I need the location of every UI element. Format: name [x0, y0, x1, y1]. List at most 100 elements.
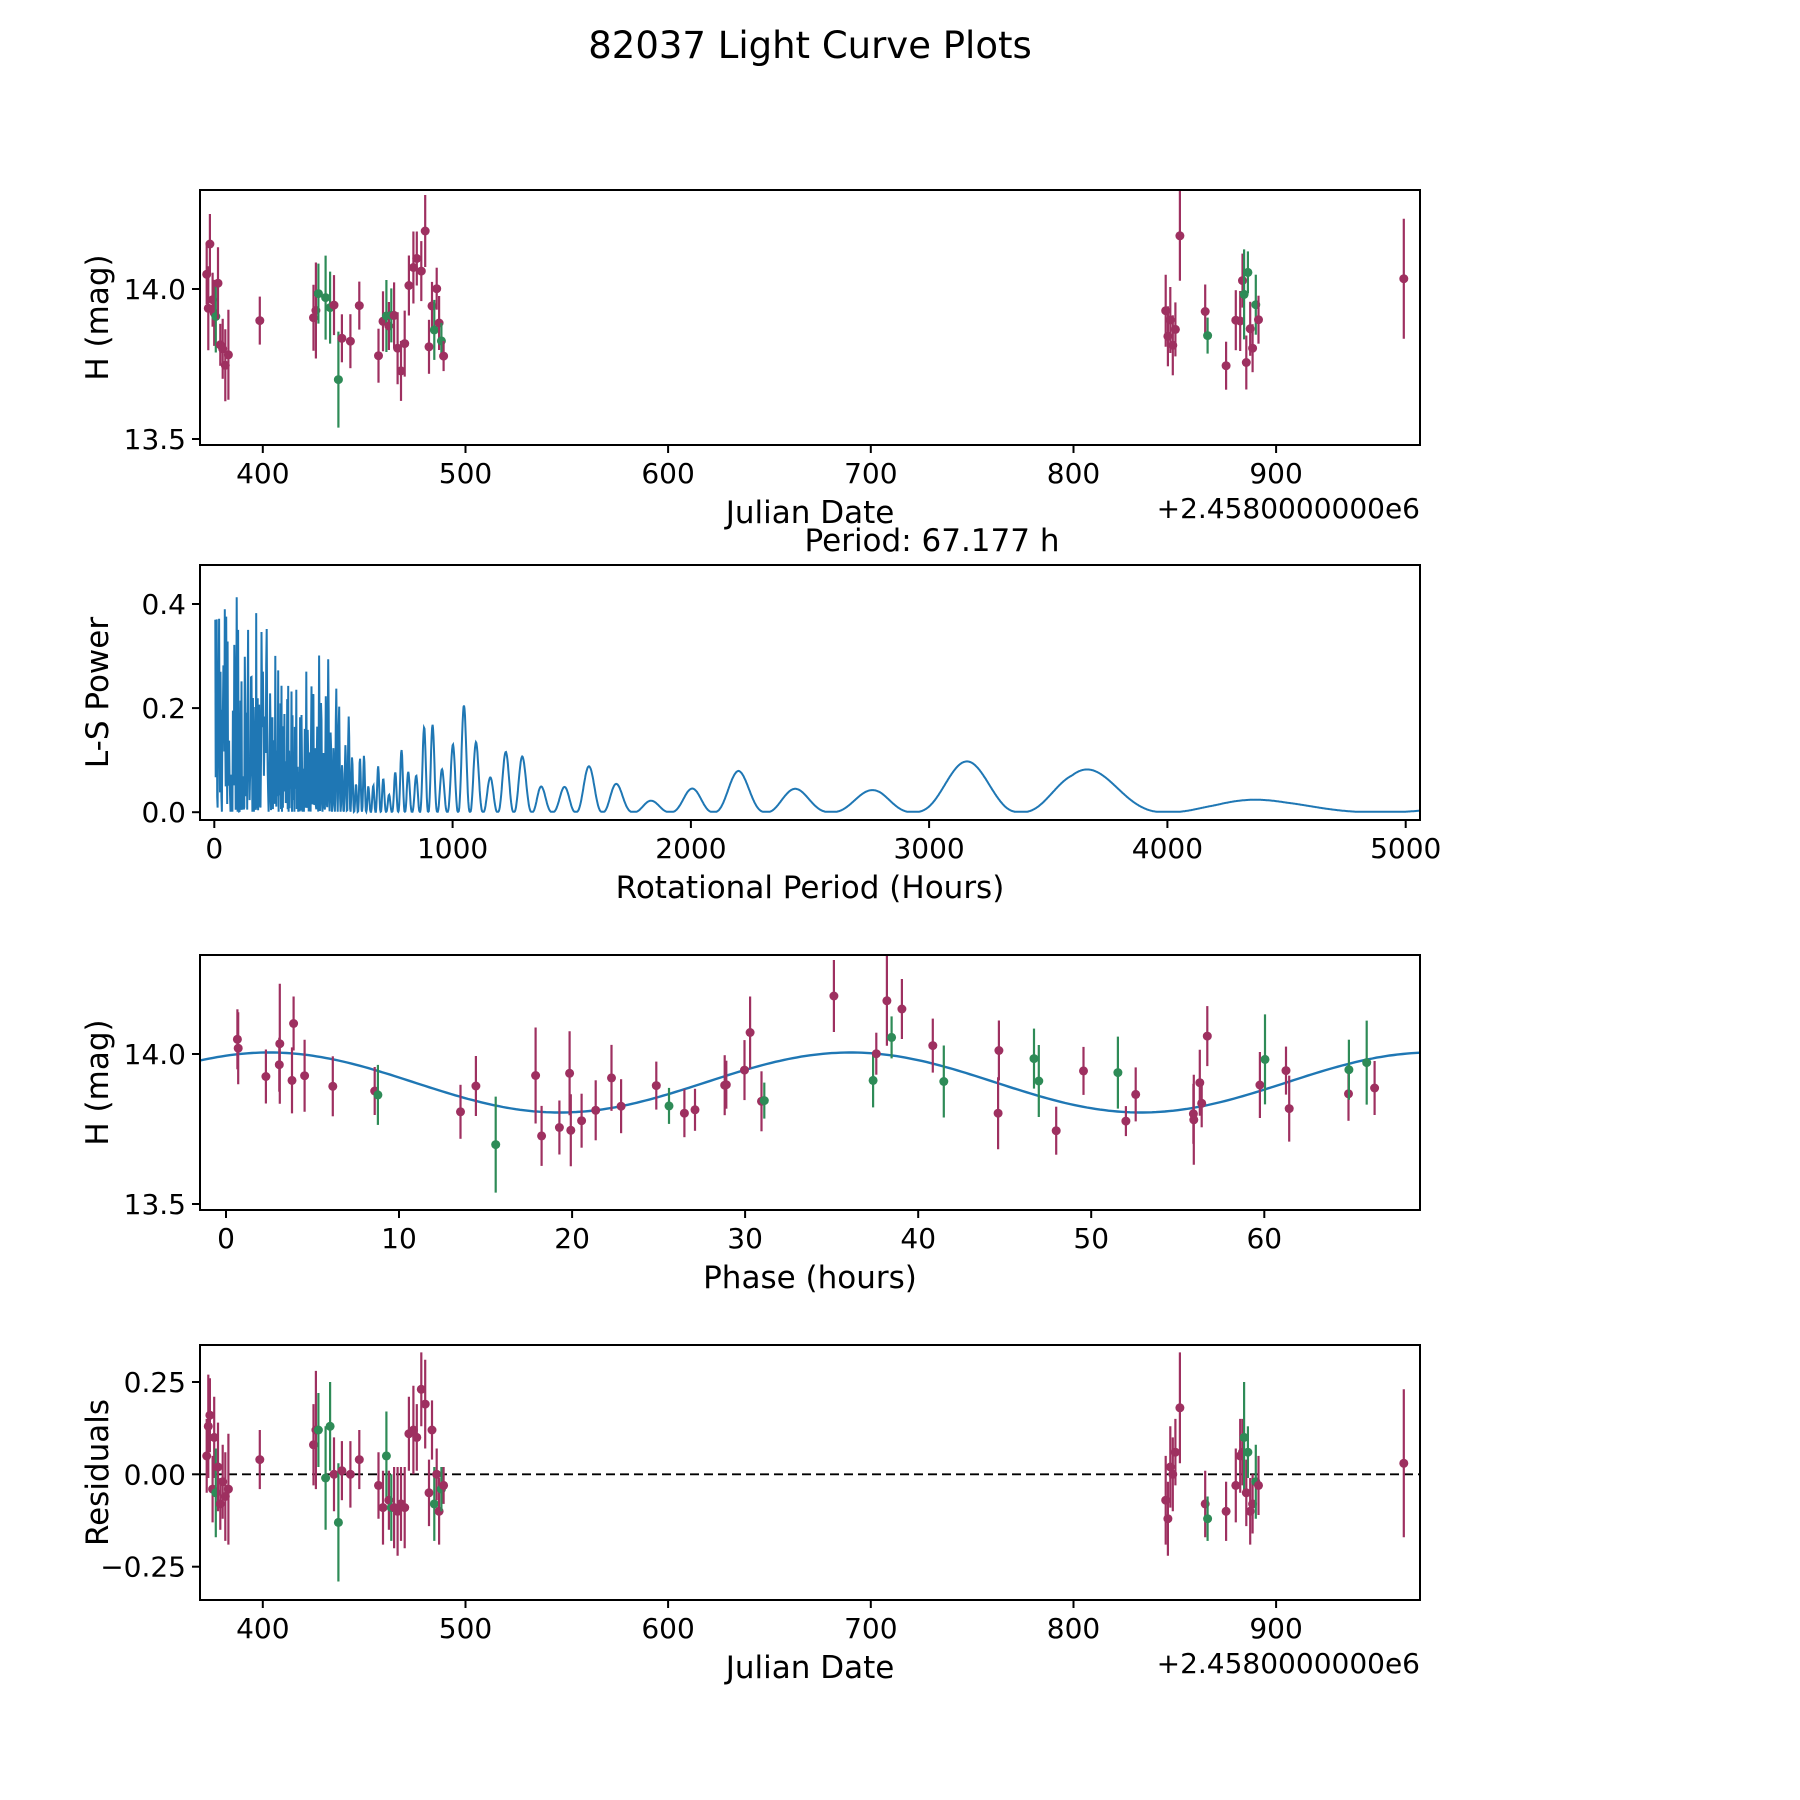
data-point	[424, 342, 434, 352]
data-point	[1202, 1031, 1212, 1041]
x-tick-label: 3000	[893, 832, 964, 865]
y-axis-label: L-S Power	[80, 617, 116, 768]
y-tick-label: 14.0	[124, 273, 186, 306]
data-point	[408, 1425, 418, 1435]
data-point	[213, 278, 223, 288]
data-point	[203, 1421, 213, 1431]
data-point	[412, 254, 422, 263]
periodogram-curve	[214, 597, 1420, 815]
data-point	[939, 1077, 949, 1086]
data-point	[439, 1480, 449, 1490]
data-point	[393, 1506, 403, 1516]
data-point	[329, 300, 339, 310]
data-point	[829, 991, 839, 1001]
data-point	[1131, 1089, 1141, 1099]
data-point	[882, 996, 892, 1006]
data-point	[396, 366, 406, 376]
y-tick-label: 13.5	[124, 1188, 186, 1221]
data-point	[928, 1041, 938, 1051]
y-tick-label: 14.0	[124, 1038, 186, 1071]
data-point	[374, 351, 383, 361]
data-point	[261, 1072, 271, 1081]
data-point	[1200, 307, 1210, 316]
data-point	[1189, 1115, 1199, 1125]
data-point	[1399, 274, 1409, 284]
data-point	[393, 343, 403, 353]
panel-residuals: 400 500 600 700 800 900 −0.25 0.00 0.25 Julian Da…	[80, 1344, 1421, 1686]
data-point	[1254, 1480, 1263, 1490]
x-tick-label: 700	[844, 457, 897, 490]
data-point	[289, 1019, 299, 1028]
x-tick-label: 400	[236, 457, 289, 490]
panel-light-curve-data	[202, 190, 1409, 428]
x-tick-label: 30	[727, 1222, 763, 1255]
sinusoid-fit-curve	[200, 1051, 1420, 1114]
data-point	[1175, 1403, 1185, 1413]
data-point	[354, 301, 364, 311]
panel-phased-data	[200, 955, 1420, 1193]
data-point	[321, 1473, 331, 1483]
data-point	[313, 289, 323, 299]
y-tick-label: 0.2	[141, 692, 186, 725]
x-axis-offset-label: +2.4580000000e6	[1157, 492, 1420, 525]
x-tick-label: 10	[381, 1222, 417, 1255]
data-point	[1241, 358, 1251, 367]
data-point	[333, 1517, 343, 1527]
x-tick-label: 4000	[1132, 832, 1203, 865]
data-point	[287, 1075, 297, 1085]
x-axis-label: Julian Date	[724, 1650, 895, 1686]
data-point	[345, 1469, 355, 1479]
data-point	[329, 1469, 339, 1479]
panel-phased: 0 10 20 30 40 50 60 13.5 14.0 Phase (hours) H (mag…	[80, 954, 1421, 1296]
data-point	[1029, 1054, 1039, 1064]
y-tick-label: 0.00	[124, 1458, 186, 1491]
data-point	[664, 1101, 674, 1111]
data-point	[432, 1469, 442, 1479]
data-point	[1254, 315, 1263, 325]
data-point	[223, 1484, 233, 1494]
data-point	[491, 1140, 501, 1150]
panel-light-curve: 400 500 600 700 800 900 13.5 14.0 Julian Date H (…	[80, 189, 1421, 531]
data-point	[1243, 267, 1253, 277]
data-point	[400, 339, 410, 349]
data-point	[1231, 1480, 1241, 1490]
figure-title: 82037 Light Curve Plots	[588, 24, 1032, 67]
data-point	[427, 1425, 437, 1435]
data-point	[233, 1043, 243, 1053]
y-tick-label: 13.5	[124, 423, 186, 456]
data-point	[745, 1028, 755, 1037]
data-point	[333, 375, 343, 385]
data-point	[213, 1462, 223, 1472]
data-point	[679, 1108, 689, 1118]
data-point	[1239, 1432, 1249, 1442]
data-point	[337, 1466, 347, 1476]
data-point	[1370, 1083, 1380, 1093]
data-point	[313, 1425, 323, 1435]
data-point	[607, 1073, 616, 1083]
data-point	[345, 336, 355, 346]
period-annotation: Period: 67.177 h	[805, 523, 1060, 559]
x-tick-label: 600	[641, 457, 694, 490]
data-point	[1284, 1104, 1294, 1114]
y-axis-label: H (mag)	[80, 1019, 116, 1145]
data-point	[321, 293, 331, 303]
data-point	[300, 1071, 310, 1081]
data-point	[439, 351, 449, 361]
data-point	[337, 333, 347, 343]
axes-frame	[199, 954, 1421, 1211]
y-tick-label: 0.4	[141, 588, 186, 621]
data-point	[554, 1123, 564, 1132]
data-point	[1221, 361, 1231, 371]
data-point	[1170, 324, 1180, 334]
data-point	[690, 1105, 700, 1115]
data-point	[1034, 1076, 1044, 1086]
data-point	[577, 1116, 587, 1126]
axes-frame	[199, 564, 1421, 821]
data-point	[994, 1046, 1004, 1055]
data-point	[591, 1105, 601, 1115]
data-point	[205, 239, 215, 249]
x-tick-label: 500	[439, 1612, 492, 1645]
data-point	[429, 1499, 439, 1509]
data-point	[1203, 1514, 1213, 1524]
data-point	[456, 1107, 465, 1117]
